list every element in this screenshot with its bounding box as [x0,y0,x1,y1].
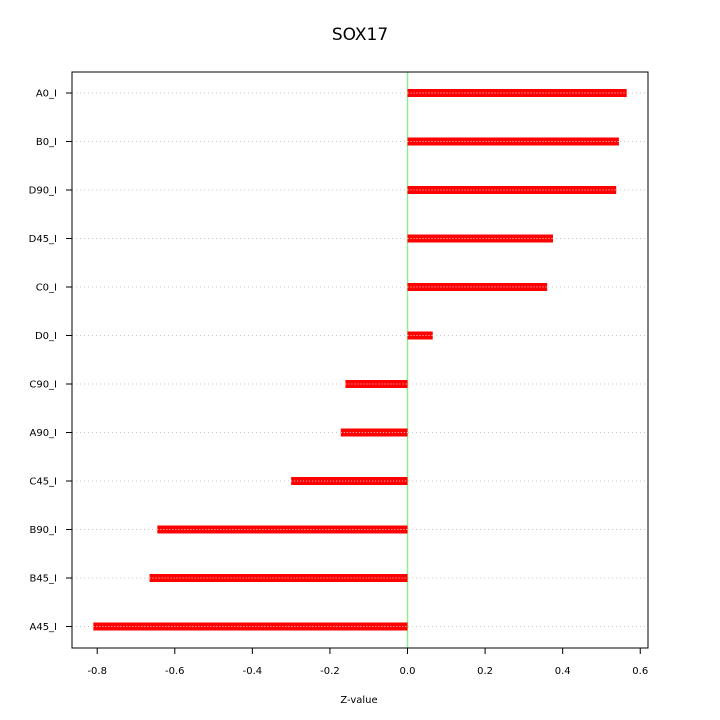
chart-title: SOX17 [332,25,388,45]
x-tick-label: -0.4 [243,666,263,677]
bars [93,89,627,631]
y-tick-label: C45_I [29,477,57,488]
x-axis: -0.8 -0.6 -0.4 -0.2 0.0 0.2 0.4 0.6 [87,647,648,677]
bar [345,380,408,388]
y-tick-label: D0_I [35,331,57,342]
bar [157,525,408,534]
y-tick-label: A45_I [29,622,57,633]
y-tick-label: D45_I [29,234,57,245]
y-tick-label: C0_I [36,283,57,294]
y-tick-label: D90_I [29,186,57,197]
bar [291,477,408,485]
x-tick-label: 0.4 [555,666,571,677]
x-tick-label: -0.6 [165,666,185,677]
x-tick-label: 0.2 [477,666,493,677]
x-tick-label: -0.8 [87,666,107,677]
y-axis: A0_I B0_I D90_I D45_I C0_I D0_I C90_I A90_I C45_… [29,89,72,633]
y-tick-label: B90_I [29,525,57,536]
x-axis-title: Z-value [340,695,377,706]
y-tick-label: C90_I [29,380,57,391]
bar [407,89,627,97]
x-tick-label: 0.6 [632,666,648,677]
x-tick-label: -0.2 [320,666,340,677]
y-tick-label: B45_I [29,574,57,585]
bar [149,574,408,582]
x-tick-label: 0.0 [400,666,416,677]
y-tick-label: A0_I [36,89,57,100]
y-tick-label: B0_I [36,137,57,148]
bar [93,622,408,631]
bar [407,186,617,194]
y-tick-label: A90_I [29,428,57,439]
